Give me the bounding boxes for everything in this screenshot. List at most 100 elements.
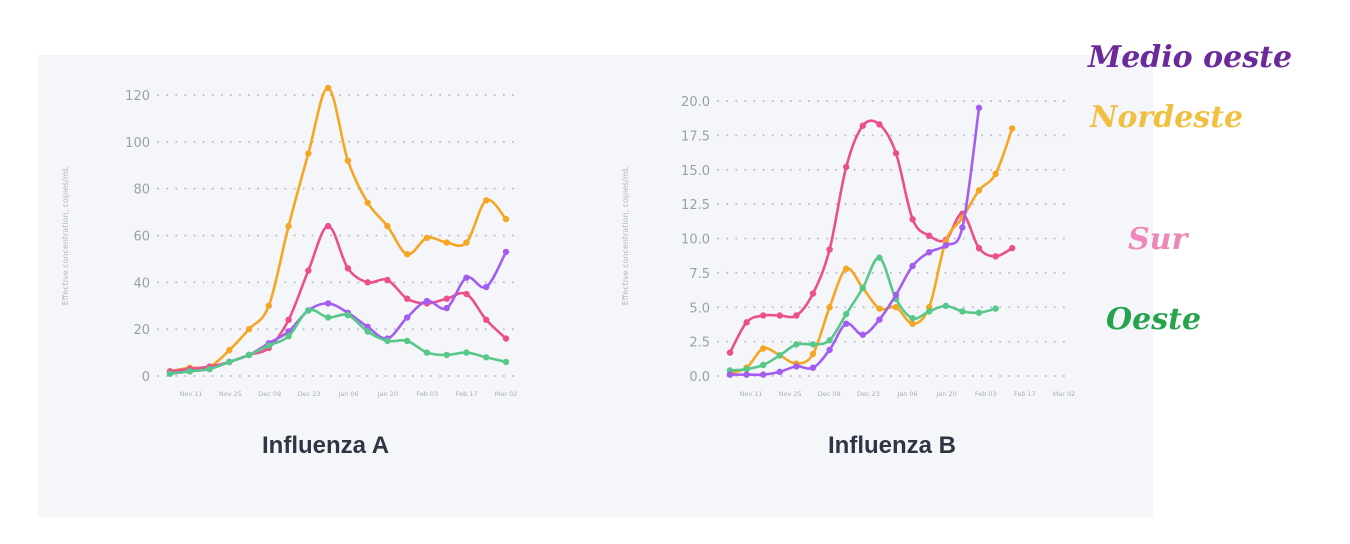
- data-point-sur: [1009, 244, 1016, 252]
- y-tick-label: 80: [133, 183, 150, 198]
- data-point-medio_oeste: [483, 283, 490, 291]
- data-point-nordeste: [384, 222, 391, 230]
- data-point-sur: [992, 253, 999, 260]
- data-point-oeste: [344, 311, 352, 319]
- data-point-oeste: [859, 284, 866, 292]
- data-point-sur: [892, 150, 900, 157]
- data-point-sur: [463, 290, 470, 298]
- data-point-sur: [859, 122, 866, 129]
- data-point-medio_oeste: [463, 274, 470, 281]
- series-line-sur: [168, 224, 508, 373]
- data-point-nordeste: [1009, 125, 1016, 132]
- y-tick-label: 12.5: [681, 198, 710, 213]
- data-point-medio_oeste: [843, 320, 850, 327]
- data-point-medio_oeste: [776, 368, 783, 376]
- data-point-nordeste: [423, 234, 431, 242]
- data-point-oeste: [483, 354, 490, 361]
- y-tick-label: 120: [125, 89, 150, 104]
- data-point-medio_oeste: [926, 249, 933, 256]
- data-point-sur: [843, 163, 850, 171]
- data-point-sur: [384, 276, 391, 284]
- data-point-oeste: [942, 302, 949, 310]
- data-point-oeste: [793, 341, 800, 348]
- data-point-oeste: [809, 341, 817, 348]
- data-point-medio_oeste: [959, 224, 966, 231]
- influenza-b-title: Influenza B: [828, 432, 957, 459]
- y-tick-label: 2.5: [689, 336, 710, 351]
- data-point-medio_oeste: [876, 316, 883, 323]
- x-tick-label: Nov 25: [219, 390, 242, 398]
- x-tick-label: Jan 20: [377, 390, 398, 398]
- chart-panel: [38, 55, 1153, 517]
- y-tick-label: 15.0: [681, 164, 710, 179]
- data-point-oeste: [226, 358, 233, 366]
- y-axis-label: Effective concentration, copies/mL: [61, 166, 70, 305]
- data-point-nordeste: [226, 347, 233, 354]
- data-point-oeste: [265, 342, 273, 349]
- data-point-oeste: [760, 361, 767, 369]
- data-point-medio_oeste: [423, 297, 431, 305]
- data-point-sur: [793, 312, 800, 319]
- data-point-sur: [776, 312, 783, 319]
- x-tick-label: Feb 17: [1014, 390, 1036, 398]
- legend: Medio oeste Nordeste Sur Oeste: [1088, 40, 1350, 360]
- data-point-oeste: [926, 308, 933, 315]
- data-point-oeste: [186, 368, 193, 375]
- data-point-oeste: [403, 337, 411, 345]
- y-tick-label: 7.5: [689, 267, 710, 282]
- y-tick-label: 0: [142, 370, 150, 385]
- data-point-sur: [305, 267, 312, 274]
- x-tick-label: Feb 17: [456, 390, 478, 398]
- data-point-nordeste: [443, 239, 450, 246]
- data-point-sur: [909, 216, 916, 223]
- legend-medio-oeste: Medio oeste: [1088, 40, 1293, 75]
- data-point-nordeste: [892, 304, 900, 311]
- data-point-nordeste: [285, 222, 292, 230]
- data-point-nordeste: [826, 304, 833, 311]
- data-point-oeste: [364, 328, 371, 335]
- data-point-sur: [975, 244, 983, 252]
- data-point-medio_oeste: [942, 242, 949, 249]
- data-point-sur: [876, 121, 883, 128]
- data-point-oeste: [843, 310, 850, 318]
- x-tick-label: Mar 02: [1053, 390, 1076, 398]
- x-tick-label: Dec 09: [818, 390, 841, 398]
- x-tick-label: Dec 23: [857, 390, 880, 398]
- data-point-medio_oeste: [892, 291, 900, 299]
- data-point-oeste: [384, 337, 391, 345]
- chart-b-group: 0.0 2.5 5.0 7.5 10.0 12.5 15.0 17.5 20.0 Nov 11 No…: [621, 95, 1075, 398]
- data-point-medio_oeste: [809, 364, 817, 371]
- data-point-oeste: [423, 349, 431, 356]
- y-axis-label: Effective concentration, copies/mL: [621, 166, 630, 305]
- data-point-nordeste: [364, 199, 371, 206]
- y-tick-label: 100: [125, 136, 150, 151]
- data-point-nordeste: [403, 251, 411, 258]
- data-point-sur: [743, 319, 750, 326]
- series-line-sur: [728, 119, 1014, 354]
- data-point-medio_oeste: [909, 262, 916, 270]
- data-point-oeste: [776, 352, 783, 359]
- y-tick-label: 17.5: [681, 129, 710, 144]
- x-tick-label: Jan 06: [896, 390, 917, 398]
- x-tick-label: Nov 25: [779, 390, 802, 398]
- x-tick-label: Jan 20: [935, 390, 956, 398]
- data-point-medio_oeste: [793, 363, 800, 370]
- data-point-nordeste: [305, 150, 312, 157]
- data-point-sur: [344, 265, 352, 272]
- data-point-oeste: [206, 365, 213, 373]
- x-tick-label: Jan 06: [337, 390, 358, 398]
- data-point-medio_oeste: [364, 323, 371, 331]
- data-point-nordeste: [245, 325, 253, 333]
- data-point-oeste: [959, 308, 966, 315]
- data-point-sur: [502, 335, 510, 342]
- y-tick-label: 5.0: [689, 301, 710, 316]
- data-point-nordeste: [324, 84, 332, 92]
- data-point-medio_oeste: [403, 314, 411, 321]
- data-point-medio_oeste: [726, 371, 734, 378]
- data-point-medio_oeste: [443, 304, 450, 312]
- y-tick-label: 10.0: [681, 233, 710, 248]
- series-line-nordeste: [728, 127, 1014, 375]
- data-point-nordeste: [809, 350, 817, 358]
- x-tick-label: Nov 11: [179, 390, 202, 398]
- y-tick-label: 40: [133, 276, 150, 291]
